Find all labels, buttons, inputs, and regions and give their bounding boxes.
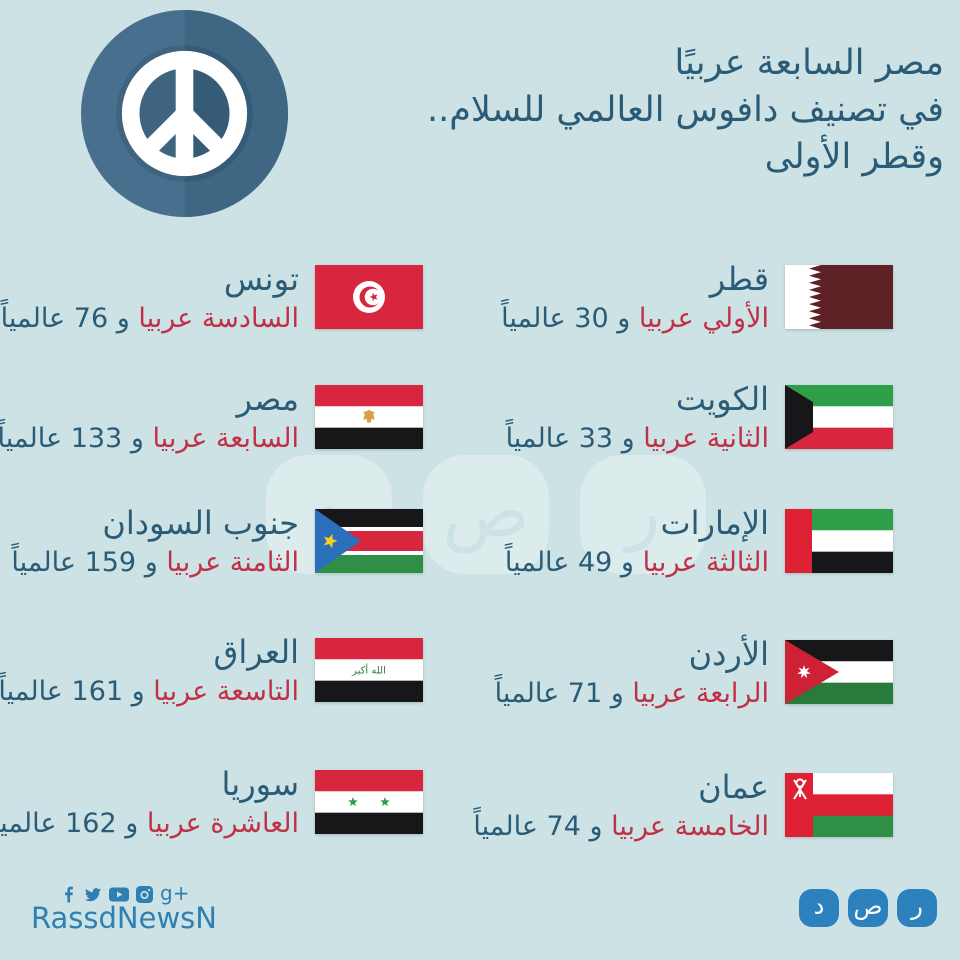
rank-arab-text: العاشرة عربيا [146,807,299,839]
kuwait-flag-icon [785,385,893,449]
rank-world-text: و 76 عالمياً [0,302,130,334]
country-name: جنوب السودان [102,504,299,542]
rassd-logo: ر ص د [799,889,937,927]
entry-uae: الإمارات الثالثة عربيا و 49 عالمياً [505,504,893,580]
watermark-square: ص [423,455,549,574]
title-line-2: في تصنيف دافوس العالمي للسلام.. [427,89,944,130]
entry-egypt: مصر السابعة عربيا و 133 عالمياً [0,380,423,456]
rank-world-text: و 71 عالمياً [494,677,624,709]
south-sudan-flag-icon [315,509,423,573]
watermark-square: ر [580,455,706,574]
rank-world-text: و 49 عالمياً [504,546,634,578]
rank-world-text: و 159 عالمياً [11,546,158,578]
page-title: مصر السابعة عربيًا في تصنيف دافوس العالم… [427,40,944,181]
iraq-flag-icon: الله أكبر [315,638,423,702]
syria-flag-icon [315,770,423,834]
entry-jordan: الأردن الرابعة عربيا و 71 عالمياً [495,635,893,711]
country-rank: السابعة عربيا و 133 عالمياً [0,421,299,456]
country-name: الإمارات [660,504,770,542]
country-name: سوريا [221,765,299,803]
oman-flag-icon [785,773,893,837]
entry-tunisia: تونس السادسة عربيا و 76 عالمياً [1,260,423,336]
logo-letter: ر [911,892,923,920]
country-rank: الثامنة عربيا و 159 عالمياً [11,545,299,580]
facebook-icon[interactable] [61,886,77,903]
rank-arab-text: الثامنة عربيا [166,546,299,578]
jordan-flag-icon [785,640,893,704]
watermark-letter: ر [625,468,661,553]
youtube-icon[interactable] [109,887,129,902]
country-rank: السادسة عربيا و 76 عالمياً [1,301,299,336]
country-rank: الثانية عربيا و 33 عالمياً [506,421,769,456]
country-name: قطر [709,260,769,298]
rank-arab-text: الأولي عربيا [638,302,769,334]
country-rank: الأولي عربيا و 30 عالمياً [501,301,769,336]
egypt-flag-icon [315,385,423,449]
rank-arab-text: التاسعة عربيا [153,675,299,707]
account-handle[interactable]: RassdNewsN [31,901,217,935]
rank-world-text: و 74 عالمياً [473,810,603,842]
title-line-1: مصر السابعة عربيًا [674,43,945,83]
peace-icon [81,10,288,217]
rank-arab-text: الثانية عربيا [643,422,769,454]
qatar-flag-icon [785,265,893,329]
country-rank: التاسعة عربيا و 161 عالمياً [0,674,299,709]
tunisia-flag-icon [315,265,423,329]
googleplus-icon[interactable]: g+ [160,881,190,905]
rank-world-text: و 33 عالمياً [505,422,635,454]
uae-flag-icon [785,509,893,573]
country-name: مصر [236,380,299,418]
country-rank: العاشرة عربيا و 162 عالمياً [0,806,299,841]
entry-south-sudan: جنوب السودان الثامنة عربيا و 159 عالمياً [11,504,423,580]
country-name: الأردن [688,635,769,673]
rank-arab-text: الخامسة عربيا [611,810,769,842]
twitter-icon[interactable] [84,886,102,903]
watermark-letter: ص [442,468,530,553]
rank-arab-text: السادسة عربيا [138,302,299,334]
instagram-icon[interactable] [136,885,153,903]
logo-square: د [799,889,839,927]
country-name: عمان [698,768,769,806]
entry-syria: سوريا العاشرة عربيا و 162 عالمياً [0,765,423,841]
country-rank: الرابعة عربيا و 71 عالمياً [495,676,769,711]
entry-iraq: العراق التاسعة عربيا و 161 عالمياً الله … [0,633,423,709]
rank-world-text: و 162 عالمياً [0,807,139,839]
country-rank: الثالثة عربيا و 49 عالمياً [505,545,769,580]
country-name: الكويت [675,380,769,418]
iraq-flag-script: الله أكبر [351,664,386,677]
social-icons-row: g+ [61,881,190,905]
rank-world-text: و 133 عالمياً [0,422,144,454]
rank-arab-text: الثالثة عربيا [642,546,769,578]
logo-letter: ص [853,892,883,920]
country-name: تونس [223,260,299,298]
entry-kuwait: الكويت الثانية عربيا و 33 عالمياً [506,380,893,456]
rassd-watermark: ر ص د [266,455,706,574]
logo-square: ر [897,889,937,927]
country-name: العراق [213,633,299,671]
country-rank: الخامسة عربيا و 74 عالمياً [473,809,769,844]
entry-qatar: قطر الأولي عربيا و 30 عالمياً [501,260,893,336]
rank-world-text: و 161 عالمياً [0,675,145,707]
entry-oman: عمان الخامسة عربيا و 74 عالمياً [473,768,893,844]
rank-arab-text: الرابعة عربيا [632,677,769,709]
rank-arab-text: السابعة عربيا [152,422,299,454]
logo-square: ص [848,889,888,927]
logo-letter: د [813,892,825,920]
rank-world-text: و 30 عالمياً [501,302,631,334]
title-line-3: وقطر الأولى [764,136,944,177]
